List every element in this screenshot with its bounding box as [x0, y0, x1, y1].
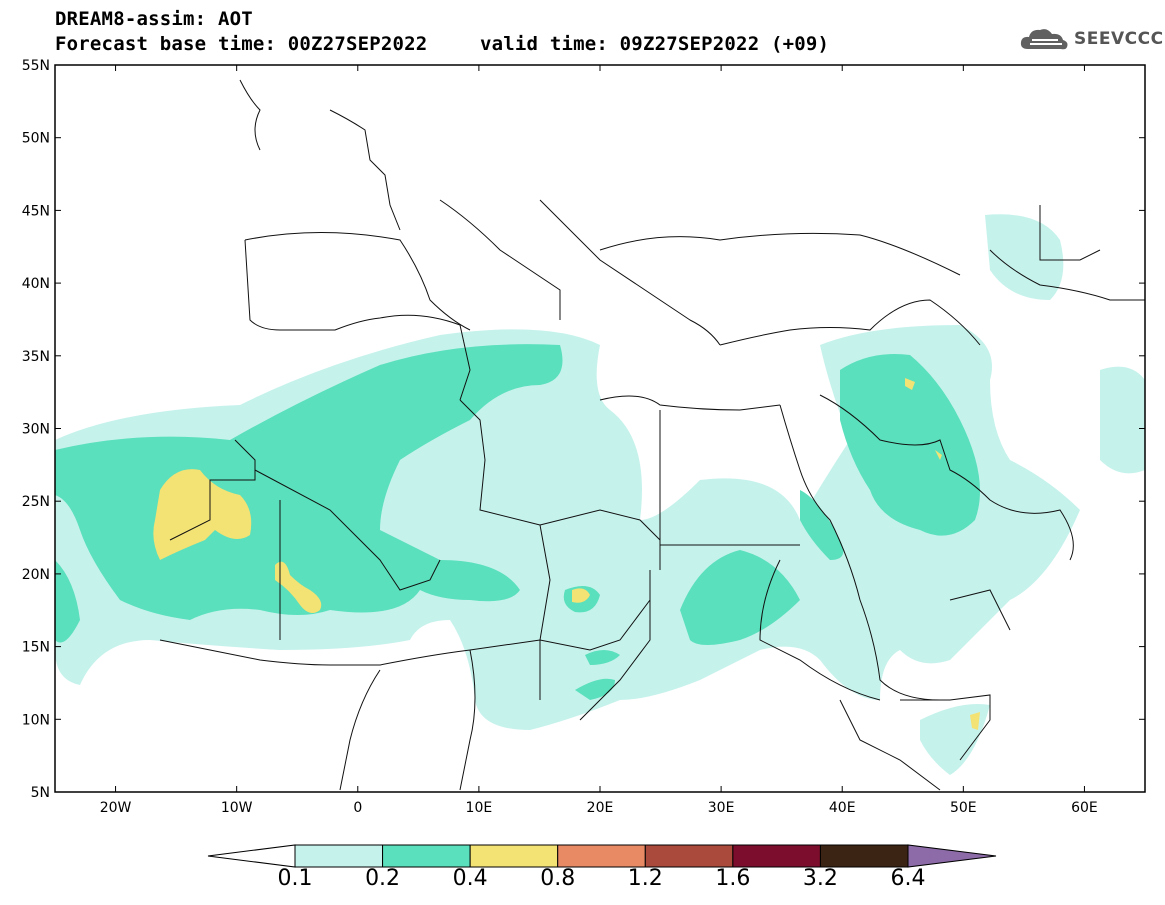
colorbar-level-label: 3.2 — [802, 866, 838, 891]
colorbar-upper-triangle — [907, 844, 997, 868]
colorbar-swatch — [469, 844, 559, 868]
colorbar-swatch — [557, 844, 646, 868]
colorbar-level-label: 1.2 — [627, 866, 663, 891]
lon-tick-label: 10W — [221, 800, 253, 816]
valid-time: valid time: 09Z27SEP2022 (+09) — [480, 33, 830, 55]
lat-tick-label: 40N — [22, 276, 50, 292]
lon-tick-label: 40E — [829, 800, 856, 816]
lat-tick-label: 35N — [22, 349, 50, 365]
colorbar-level-label: 1.6 — [715, 866, 751, 891]
lat-tick-label: 55N — [22, 58, 50, 74]
colorbar-level-label: 6.4 — [890, 866, 926, 891]
lon-tick-label: 50E — [950, 800, 977, 816]
lon-tick-label: 10E — [466, 800, 493, 816]
lat-tick-label: 20N — [22, 567, 50, 583]
colorbar-swatch — [294, 844, 384, 868]
longitude-axis: 20W 10W 0 10E 20E 30E 40E 50E 60E — [100, 65, 1098, 816]
forecast-base-time: Forecast base time: 00Z27SEP2022 — [55, 33, 428, 55]
lat-tick-label: 30N — [22, 422, 50, 438]
lon-tick-label: 0 — [353, 800, 362, 816]
aot-field-0.4 — [153, 378, 980, 730]
colorbar — [207, 844, 997, 868]
latitude-axis: 55N 50N 45N 40N 35N 30N 25N 20N 15N 10N 5N — [22, 58, 1145, 801]
colorbar-swatch — [732, 844, 821, 868]
colorbar-level-label: 0.2 — [365, 866, 401, 891]
lat-tick-label: 10N — [22, 712, 50, 728]
colorbar-swatch — [382, 844, 471, 868]
colorbar-swatch — [644, 844, 734, 868]
colorbar-lower-triangle — [207, 844, 296, 868]
lon-tick-label: 60E — [1071, 800, 1098, 816]
lon-tick-label: 30E — [708, 800, 735, 816]
colorbar-level-label: 0.1 — [277, 866, 313, 891]
logo-text: SEEVCCC — [1074, 29, 1164, 49]
lat-tick-label: 5N — [31, 785, 50, 801]
lat-tick-label: 50N — [22, 131, 50, 147]
lat-tick-label: 15N — [22, 640, 50, 656]
colorbar-level-label: 0.4 — [452, 866, 488, 891]
chart-title: DREAM8-assim: AOT — [55, 8, 253, 30]
lat-tick-label: 45N — [22, 203, 50, 219]
cloud-icon — [1020, 29, 1068, 50]
lon-tick-label: 20E — [587, 800, 614, 816]
seevccc-logo: SEEVCCC — [1018, 25, 1164, 53]
colorbar-level-label: 0.8 — [540, 866, 576, 891]
lat-tick-label: 25N — [22, 494, 50, 510]
lon-tick-label: 20W — [100, 800, 132, 816]
colorbar-swatch — [819, 844, 909, 868]
